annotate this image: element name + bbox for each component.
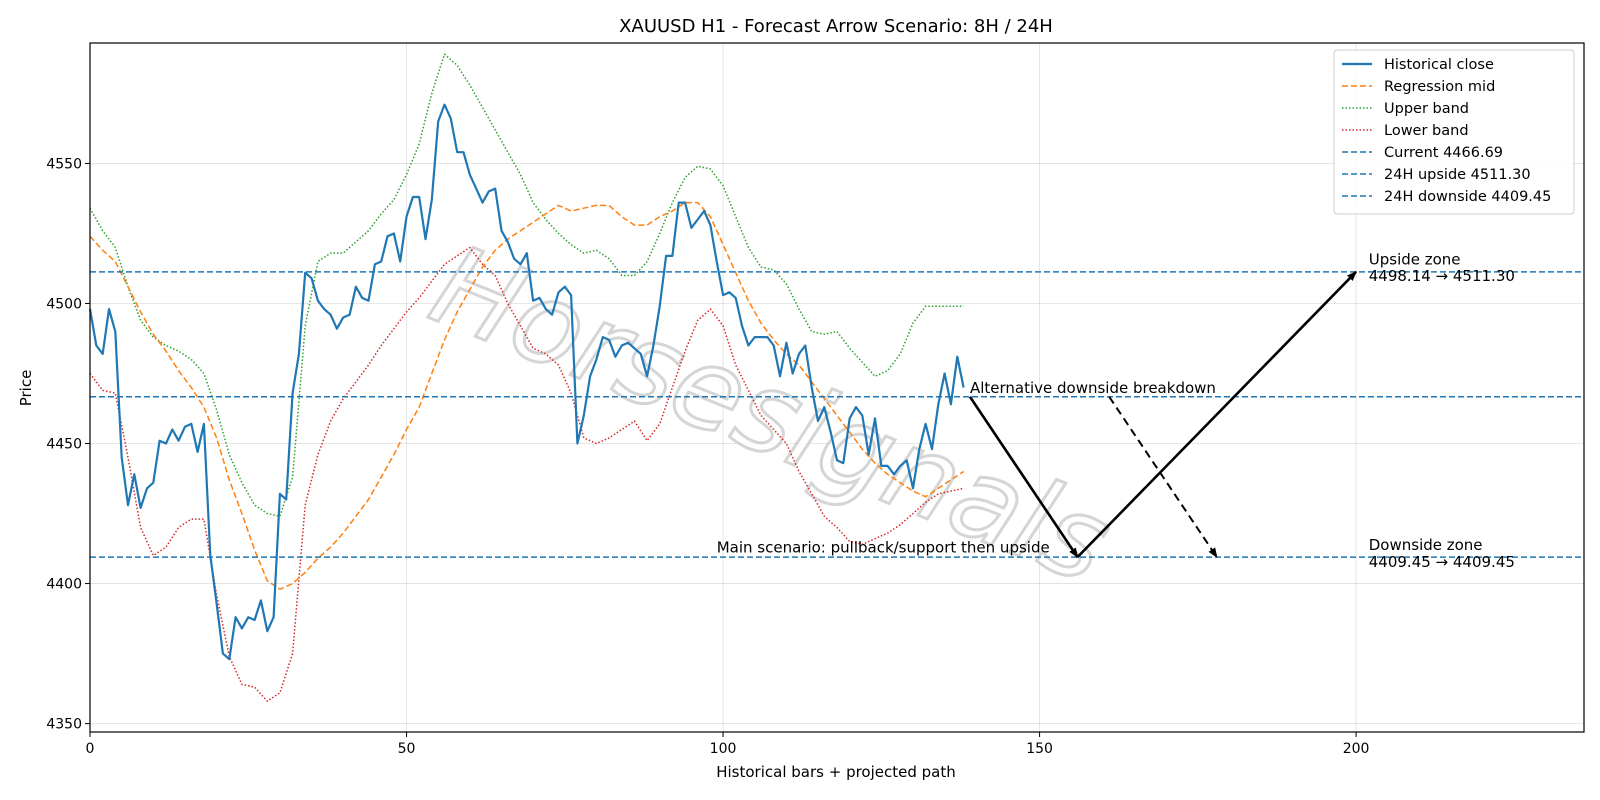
annotation-alt-scenario-label: Alternative downside breakdown	[970, 379, 1216, 397]
x-tick-label: 0	[86, 741, 95, 757]
annotation-upside-zone-title: Upside zone	[1369, 250, 1461, 268]
x-tick-label: 100	[710, 741, 737, 757]
y-tick-label: 4500	[46, 296, 82, 312]
series-line-upper-band	[89, 53, 964, 518]
y-tick-label: 4400	[46, 577, 82, 593]
legend: Historical close Regression mid Upper band…	[1333, 49, 1575, 215]
x-tick-label: 150	[1026, 741, 1053, 757]
axes: 0 50 100 150 200 4350 4400 4450 4500 4550	[46, 156, 1369, 757]
x-axis-label: Historical bars + projected path	[716, 763, 956, 781]
x-tick-label: 200	[1343, 741, 1370, 757]
reference-lines	[90, 271, 1584, 558]
y-tick-label: 4350	[46, 717, 82, 733]
x-tick-label: 50	[398, 741, 416, 757]
legend-label: 24H downside 4409.45	[1384, 189, 1551, 205]
legend-label: Lower band	[1384, 123, 1469, 139]
legend-label: Historical close	[1384, 57, 1494, 73]
legend-label: Regression mid	[1384, 79, 1495, 95]
annotation-downside-zone-title: Downside zone	[1369, 536, 1483, 554]
scenario-arrow-main-leg-2	[1076, 270, 1358, 558]
legend-label: Upper band	[1384, 101, 1469, 117]
legend-box	[1333, 49, 1575, 215]
legend-label: 24H upside 4511.30	[1384, 167, 1531, 183]
annotation-downside-zone-range: 4409.45 → 4409.45	[1369, 553, 1515, 571]
y-tick-label: 4450	[46, 437, 82, 453]
legend-label: Current 4466.69	[1384, 145, 1503, 161]
series-layer	[88, 53, 965, 702]
series-line-historical-close	[88, 103, 965, 661]
scenario-arrow-main-leg-1	[968, 396, 1079, 558]
annotation-main-scenario-label: Main scenario: pullback/support then ups…	[717, 539, 1050, 557]
annotation-upside-zone-range: 4498.14 → 4511.30	[1369, 267, 1515, 285]
scenario-arrow-alternative	[1108, 396, 1218, 558]
series-line-regression-mid	[89, 201, 965, 590]
y-axis-label: Price	[17, 370, 35, 407]
chart-title: XAUUSD H1 - Forecast Arrow Scenario: 8H …	[619, 16, 1053, 37]
y-tick-label: 4550	[46, 156, 82, 172]
scenario-arrows	[968, 270, 1358, 558]
plot-frame	[89, 42, 1585, 733]
